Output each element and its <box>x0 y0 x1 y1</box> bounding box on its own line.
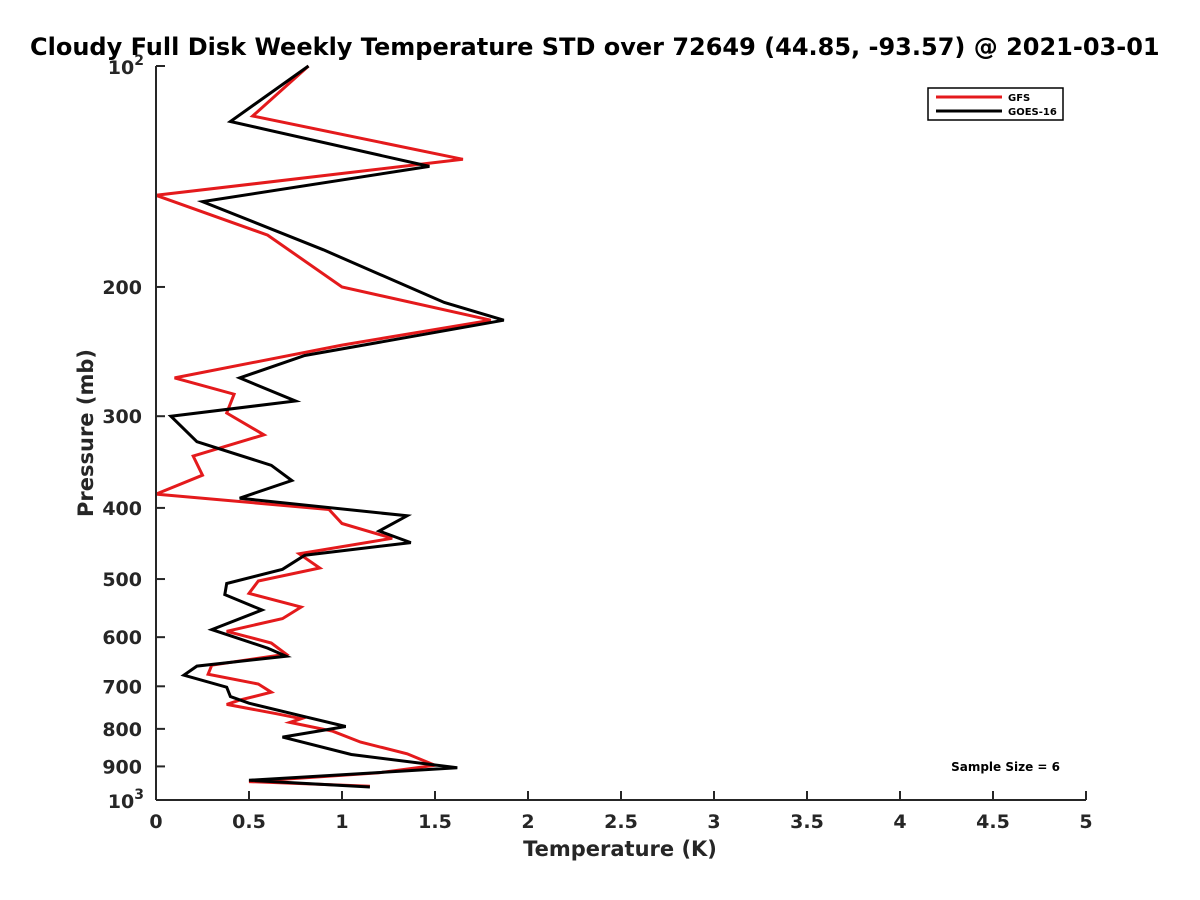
y-tick-label: 600 <box>102 627 142 649</box>
legend-box <box>927 87 1064 121</box>
y-tick-label: 400 <box>102 498 142 520</box>
y-tick-label: 700 <box>102 676 142 698</box>
plot-area <box>155 64 505 789</box>
series-line-0 <box>155 64 492 788</box>
y-tick-label: 300 <box>102 406 142 428</box>
legend: GFS GOES-16 <box>927 87 1064 121</box>
y-tick-label: 102 <box>108 53 144 79</box>
x-tick-label: 0 <box>149 811 162 833</box>
x-axis-ticks: 0 0.5 1 1.5 2 2.5 3 3.5 4 4.5 5 <box>149 791 1093 833</box>
y-tick-label: 500 <box>102 569 142 591</box>
y-axis-label: Pressure (mb) <box>74 349 98 517</box>
x-tick-label: 2.5 <box>604 811 638 833</box>
y-tick-label: 200 <box>102 277 142 299</box>
axes <box>155 66 1086 801</box>
x-tick-label: 3 <box>707 811 720 833</box>
y-tick-label: 103 <box>108 787 144 813</box>
x-tick-label: 1 <box>335 811 348 833</box>
y-tick-label: 800 <box>102 719 142 741</box>
legend-label-1: GOES-16 <box>1008 107 1057 118</box>
x-tick-label: 3.5 <box>790 811 824 833</box>
x-tick-label: 5 <box>1079 811 1092 833</box>
x-tick-label: 2 <box>521 811 534 833</box>
sample-size-annotation: Sample Size = 6 <box>951 760 1060 774</box>
series-line-1 <box>167 64 505 789</box>
legend-label-0: GFS <box>1008 93 1030 104</box>
x-tick-label: 1.5 <box>418 811 452 833</box>
x-tick-label: 4 <box>893 811 906 833</box>
y-axis-ticks: 102 200 300 400 500 600 700 800 900 103 <box>102 53 165 813</box>
y-tick-label: 900 <box>102 756 142 778</box>
x-axis-label: Temperature (K) <box>523 837 717 861</box>
x-tick-label: 4.5 <box>976 811 1010 833</box>
chart-title: Cloudy Full Disk Weekly Temperature STD … <box>30 33 1160 61</box>
x-tick-label: 0.5 <box>232 811 266 833</box>
